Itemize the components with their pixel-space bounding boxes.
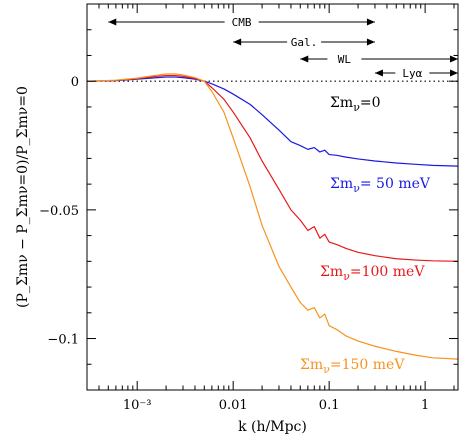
x-tick-label: 10⁻³ <box>123 398 152 413</box>
x-axis-label: k (h/Mpc) <box>238 419 307 435</box>
plot-frame <box>86 3 459 391</box>
series-annotation: Σmν=150 meV <box>300 357 405 376</box>
y-tick-label: −0.1 <box>47 333 79 348</box>
series-line-2 <box>86 74 459 262</box>
range-arrow-left <box>233 38 242 46</box>
x-tick-label: 0.01 <box>219 398 248 413</box>
series-annotations: Σmν=0 Σmν= 50 meV Σmν=100 meV Σmν=150 meV <box>300 95 431 376</box>
range-label: WL <box>338 53 352 66</box>
range-arrow-right <box>450 55 458 63</box>
x-tick-label: 1 <box>421 398 429 413</box>
y-axis-label: (P_Σmν − P_Σmν=0)/P_Σmν=0 <box>15 86 31 308</box>
x-axis-title: k (h/Mpc) <box>238 419 307 435</box>
range-arrow-left <box>108 18 117 26</box>
y-tick-label: −0.05 <box>39 204 79 219</box>
range-0: CMB <box>108 16 375 29</box>
series-annotation: Σmν=100 meV <box>320 264 425 283</box>
series-line-1 <box>86 76 459 167</box>
range-label: Lyα <box>402 67 422 80</box>
range-label: CMB <box>232 16 252 29</box>
range-arrow-left <box>374 69 383 77</box>
range-1: Gal. <box>233 36 375 49</box>
y-tick-label: 0 <box>71 75 79 90</box>
range-2: WL <box>300 53 458 66</box>
range-arrow-left <box>300 55 309 63</box>
series-annotation: Σmν=0 <box>330 95 381 114</box>
range-label: Gal. <box>291 36 318 49</box>
axis-ticks: 10⁻³ 0.01 0.1 1 0 −0.05 −0.1 <box>39 3 458 413</box>
range-arrow-right <box>450 69 458 77</box>
series-lines <box>86 73 459 360</box>
range-arrow-right <box>366 38 375 46</box>
y-axis-title: (P_Σmν − P_Σmν=0)/P_Σmν=0 <box>15 86 31 308</box>
range-arrow-right <box>366 18 375 26</box>
series-annotation: Σmν= 50 meV <box>330 176 431 195</box>
series-line-3 <box>86 73 459 360</box>
x-tick-label: 0.1 <box>319 398 340 413</box>
range-3: Lyα <box>374 67 458 80</box>
scale-ranges: CMB Gal. WL Lyα <box>108 16 458 80</box>
